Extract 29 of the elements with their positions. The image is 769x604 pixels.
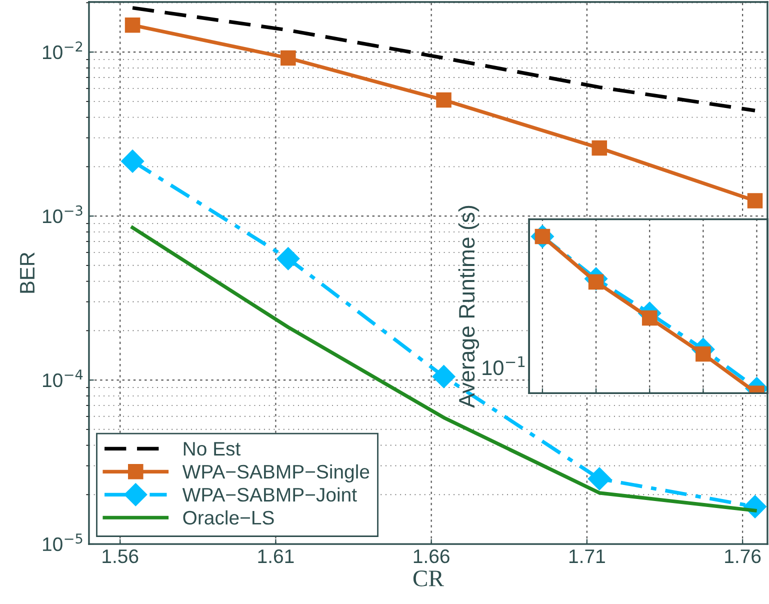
point (432, 365, 456, 388)
x-tick-label: 1.71 (570, 550, 605, 563)
y-axis-title: Average Runtime (s) (458, 206, 480, 408)
y-tick-label: 10$^{−2}$ (43, 41, 82, 60)
line-series (130, 6, 757, 112)
point (592, 140, 608, 156)
point (747, 193, 763, 208)
y-tick-label: 10$^{−3}$ (43, 205, 82, 224)
point (696, 346, 711, 362)
x-tick-label: 1.66 (414, 549, 450, 564)
annotation: 10$^{−1}$ (482, 356, 525, 376)
point (588, 467, 611, 490)
point (121, 150, 144, 173)
x-tick-label: 1.61 (258, 549, 294, 564)
legend-label: WPA−SABMP−Single (182, 464, 370, 482)
x-axis-title: CR (413, 570, 444, 586)
y-tick-label: 10$^{−5}$ (43, 534, 82, 552)
legend-label: WPA−SABMP−Joint (182, 487, 357, 502)
y-axis-title: BER (20, 252, 34, 293)
point (436, 92, 452, 108)
point (276, 247, 300, 270)
x-tick-label: 1.56 (102, 549, 138, 564)
x-tick-label: 1.76 (725, 549, 761, 564)
y-tick-label: 10$^{−4}$ (43, 370, 83, 388)
point (642, 310, 658, 326)
legend-label: Oracle−LS (183, 510, 274, 525)
point (280, 50, 296, 66)
legend-label: No Est (184, 442, 241, 456)
point (124, 17, 140, 33)
